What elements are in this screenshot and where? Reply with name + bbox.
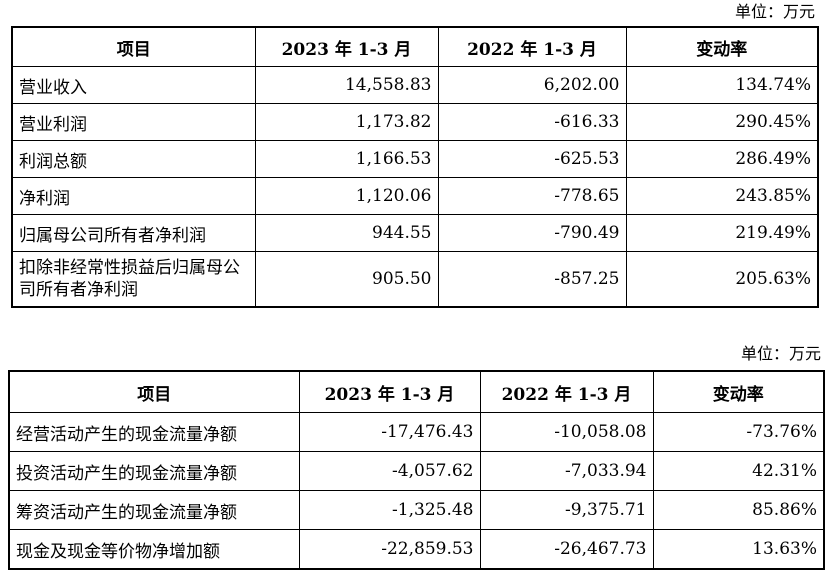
row-item: 扣除非经常性损益后归属母公司所有者净利润 xyxy=(11,251,256,308)
value-2022: -26,467.73 xyxy=(479,529,654,570)
row-item: 归属母公司所有者净利润 xyxy=(11,214,256,252)
column-header-item: 项目 xyxy=(11,26,256,67)
row-item: 利润总额 xyxy=(11,140,256,178)
column-header-2022: 2022 年 1-3 月 xyxy=(437,26,627,67)
table-row: 利润总额 1,166.53 -625.53 286.49% xyxy=(11,140,819,178)
row-item: 营业收入 xyxy=(11,66,256,104)
column-header-item: 项目 xyxy=(8,370,300,413)
value-2022: -857.25 xyxy=(437,251,627,308)
value-2023: 944.55 xyxy=(254,214,439,252)
value-2023: 1,120.06 xyxy=(254,177,439,215)
unit-label: 单位：万元 xyxy=(740,344,821,363)
value-2023: -4,057.62 xyxy=(298,451,481,491)
table-row: 营业利润 1,173.82 -616.33 290.45% xyxy=(11,103,819,141)
change-rate: 219.49% xyxy=(625,214,819,252)
value-2022: -616.33 xyxy=(437,103,627,141)
table-header-row: 项目 2023 年 1-3 月 2022 年 1-3 月 变动率 xyxy=(11,26,819,67)
column-header-change: 变动率 xyxy=(625,26,819,67)
change-rate: 205.63% xyxy=(625,251,819,308)
value-2023: -17,476.43 xyxy=(298,412,481,452)
column-header-2023: 2023 年 1-3 月 xyxy=(254,26,439,67)
table-row: 筹资活动产生的现金流量净额 -1,325.48 -9,375.71 85.86% xyxy=(8,490,825,530)
value-2023: 905.50 xyxy=(254,251,439,308)
unit-label: 单位：万元 xyxy=(734,2,815,21)
row-item: 筹资活动产生的现金流量净额 xyxy=(8,490,300,530)
cash-flow-table: 项目 2023 年 1-3 月 2022 年 1-3 月 变动率 经营活动产生的… xyxy=(8,370,825,570)
value-2023: 1,166.53 xyxy=(254,140,439,178)
value-2022: -10,058.08 xyxy=(479,412,654,452)
table-row: 投资活动产生的现金流量净额 -4,057.62 -7,033.94 42.31% xyxy=(8,451,825,491)
change-rate: 243.85% xyxy=(625,177,819,215)
value-2022: 6,202.00 xyxy=(437,66,627,104)
column-header-change: 变动率 xyxy=(652,370,825,413)
value-2023: -1,325.48 xyxy=(298,490,481,530)
change-rate: -73.76% xyxy=(652,412,825,452)
value-2023: -22,859.53 xyxy=(298,529,481,570)
change-rate: 13.63% xyxy=(652,529,825,570)
value-2022: -9,375.71 xyxy=(479,490,654,530)
table-row: 营业收入 14,558.83 6,202.00 134.74% xyxy=(11,66,819,104)
row-item: 现金及现金等价物净增加额 xyxy=(8,529,300,570)
row-item: 经营活动产生的现金流量净额 xyxy=(8,412,300,452)
value-2022: -625.53 xyxy=(437,140,627,178)
column-header-2023: 2023 年 1-3 月 xyxy=(298,370,481,413)
table-row: 现金及现金等价物净增加额 -22,859.53 -26,467.73 13.63… xyxy=(8,529,825,570)
table-row: 归属母公司所有者净利润 944.55 -790.49 219.49% xyxy=(11,214,819,252)
change-rate: 286.49% xyxy=(625,140,819,178)
table-row: 净利润 1,120.06 -778.65 243.85% xyxy=(11,177,819,215)
table-row: 扣除非经常性损益后归属母公司所有者净利润 905.50 -857.25 205.… xyxy=(11,251,819,308)
row-item: 投资活动产生的现金流量净额 xyxy=(8,451,300,491)
income-statement-table: 项目 2023 年 1-3 月 2022 年 1-3 月 变动率 营业收入 14… xyxy=(11,26,819,308)
row-item: 净利润 xyxy=(11,177,256,215)
value-2023: 1,173.82 xyxy=(254,103,439,141)
row-item: 营业利润 xyxy=(11,103,256,141)
change-rate: 85.86% xyxy=(652,490,825,530)
column-header-2022: 2022 年 1-3 月 xyxy=(479,370,654,413)
table-row: 经营活动产生的现金流量净额 -17,476.43 -10,058.08 -73.… xyxy=(8,412,825,452)
change-rate: 42.31% xyxy=(652,451,825,491)
value-2022: -7,033.94 xyxy=(479,451,654,491)
value-2022: -790.49 xyxy=(437,214,627,252)
value-2022: -778.65 xyxy=(437,177,627,215)
change-rate: 134.74% xyxy=(625,66,819,104)
table-header-row: 项目 2023 年 1-3 月 2022 年 1-3 月 变动率 xyxy=(8,370,825,413)
value-2023: 14,558.83 xyxy=(254,66,439,104)
change-rate: 290.45% xyxy=(625,103,819,141)
